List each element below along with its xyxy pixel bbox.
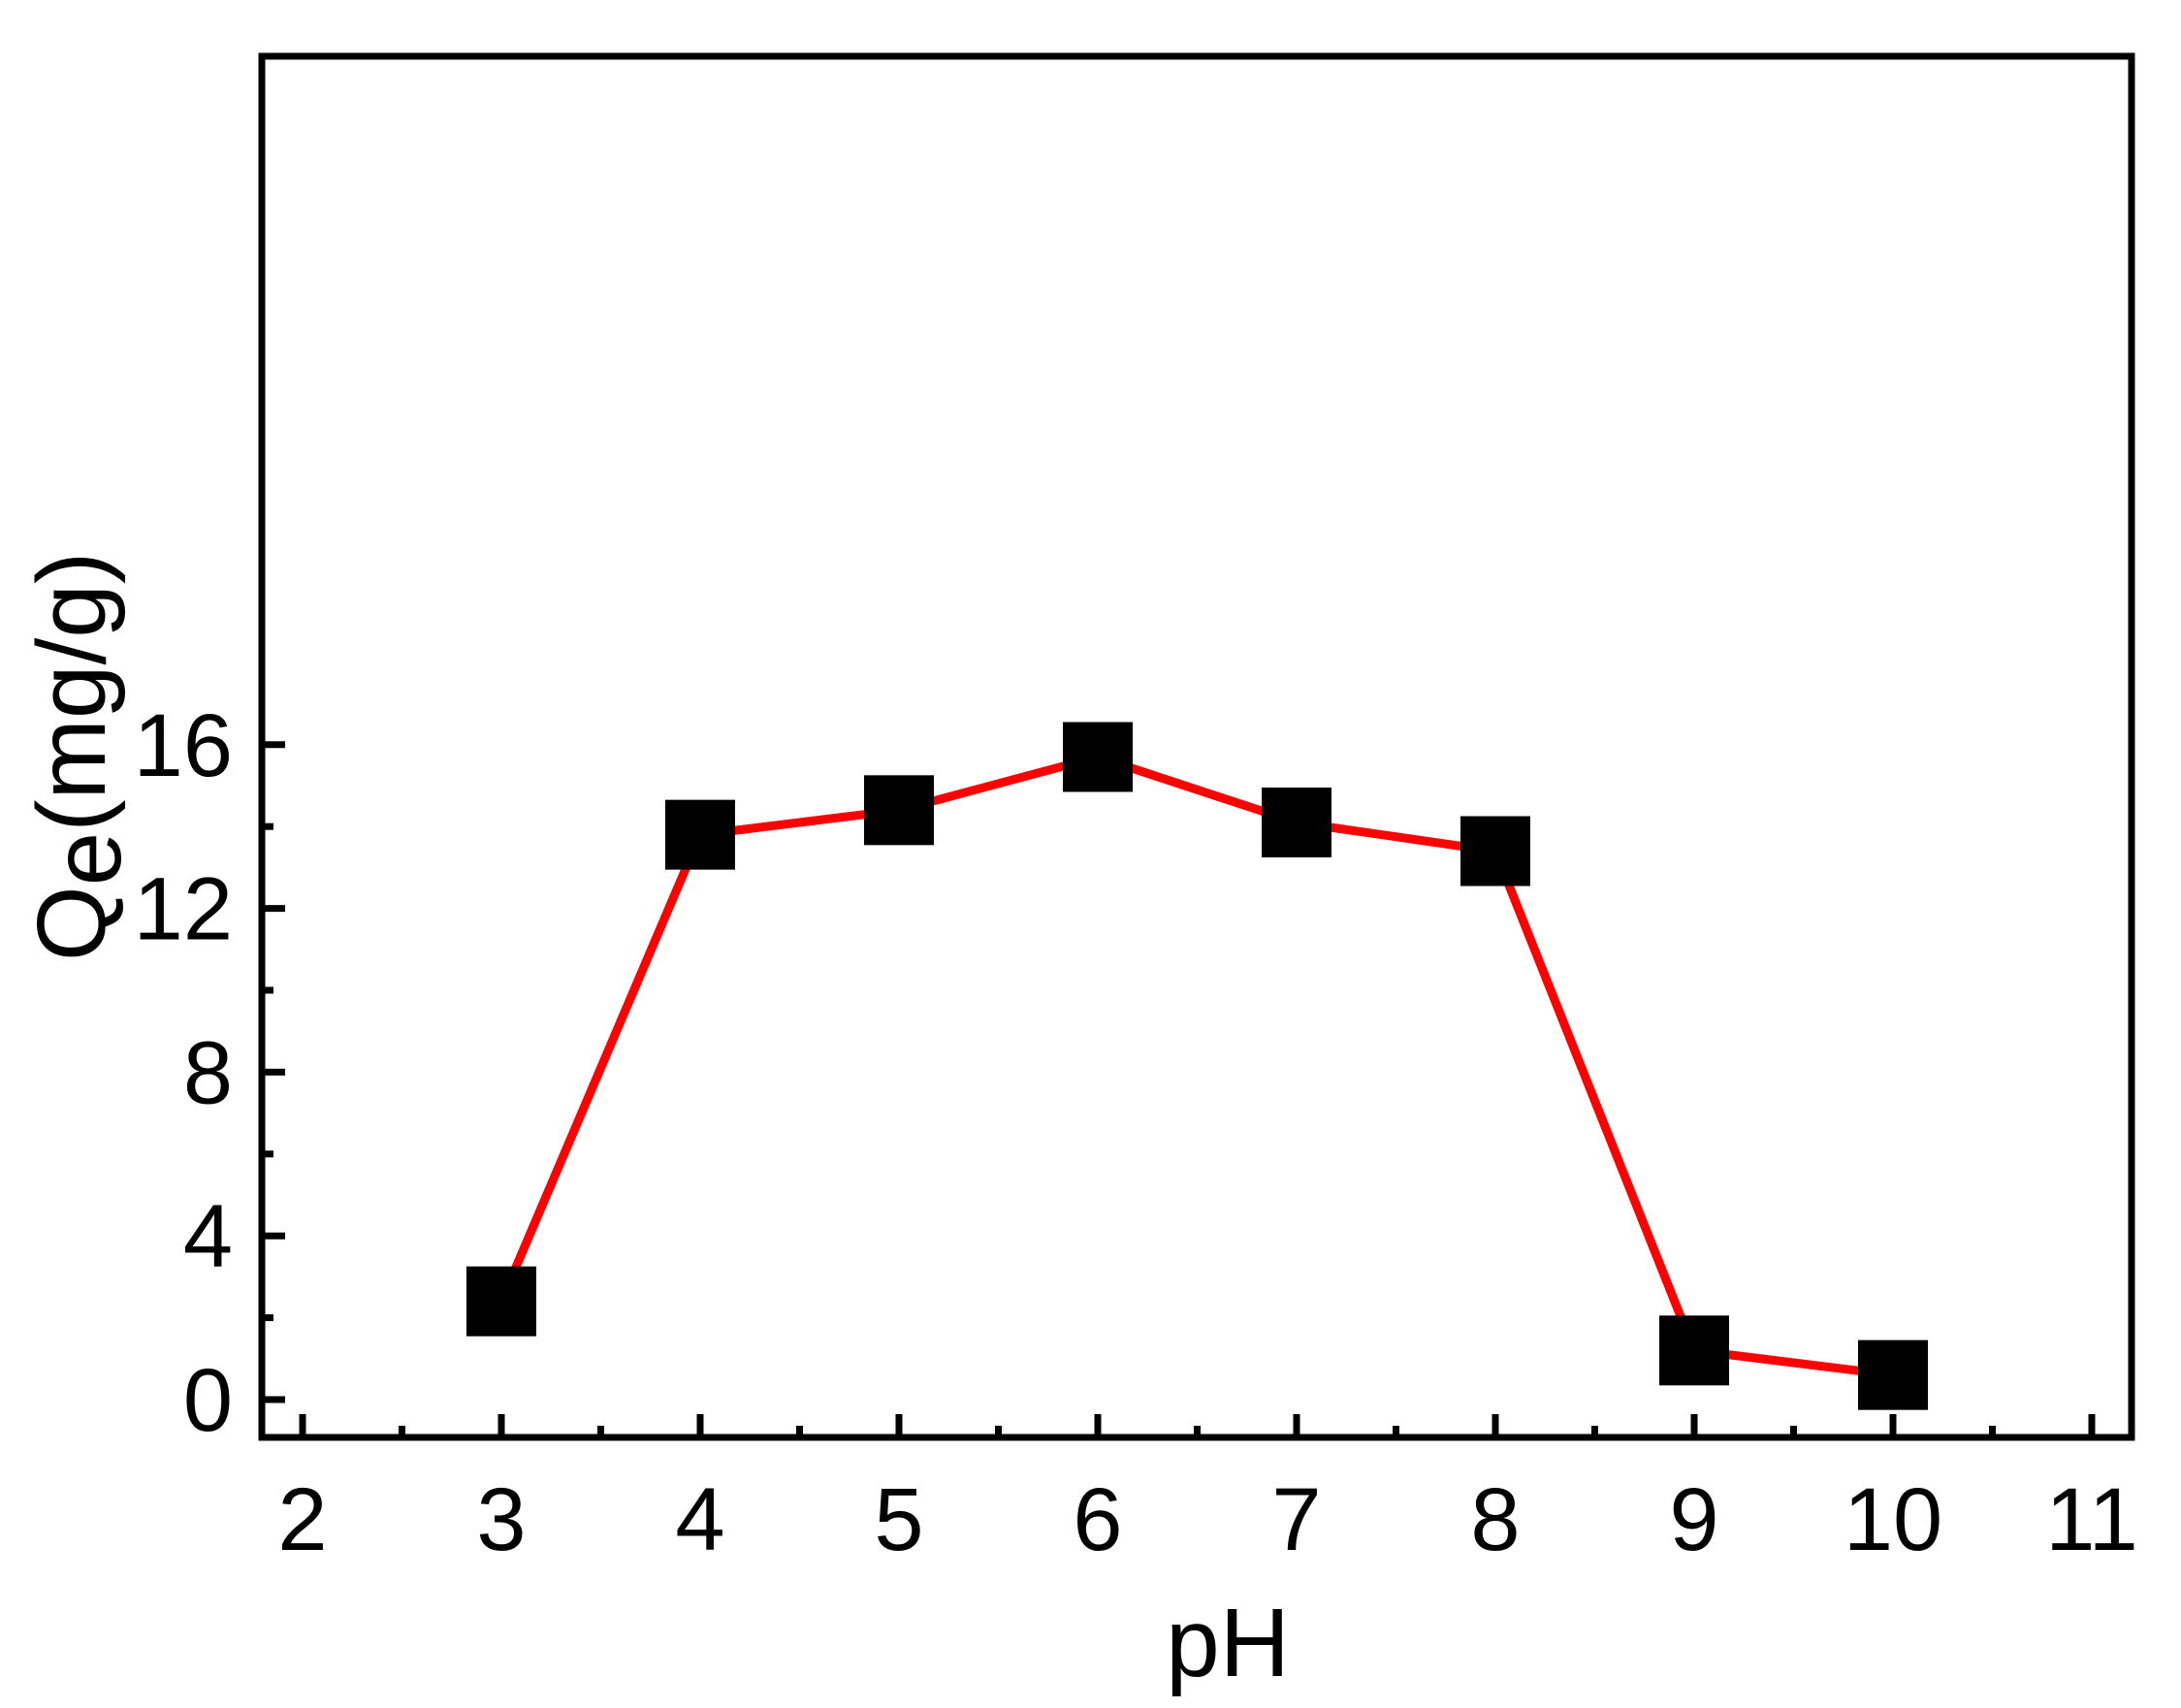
y-axis-title-main: Q <box>17 886 126 961</box>
y-axis-title-unit: (mg/g) <box>17 552 126 832</box>
ticks <box>262 741 2096 1437</box>
y-axis-title-subscript: e <box>33 832 142 886</box>
series-layer <box>466 722 1928 1410</box>
x-tick-label: 8 <box>1470 1470 1520 1569</box>
x-tick-label: 11 <box>2045 1470 2138 1569</box>
data-point-marker <box>466 1266 536 1337</box>
tick-labels: 2 3 4 5 6 7 8 9 10 11 0 4 8 12 16 <box>134 696 2138 1569</box>
data-point-marker <box>1460 816 1530 886</box>
data-point-marker <box>1659 1315 1729 1386</box>
data-point-marker <box>864 775 934 846</box>
data-point-marker <box>1858 1339 1928 1410</box>
svg-text:Qe(mg/g): Qe(mg/g) <box>17 552 142 961</box>
x-tick-label: 4 <box>675 1470 724 1569</box>
x-axis-title: pH <box>1166 1589 1290 1697</box>
y-axis-title: Qe(mg/g) <box>17 552 142 961</box>
x-tick-label: 7 <box>1271 1470 1321 1569</box>
y-tick-label: 8 <box>183 1023 233 1122</box>
data-point-marker <box>1262 787 1331 857</box>
x-tick-label: 9 <box>1669 1470 1718 1569</box>
x-tick-label: 6 <box>1073 1470 1122 1569</box>
x-tick-label: 3 <box>476 1470 526 1569</box>
data-point-marker <box>665 799 735 870</box>
x-tick-label: 5 <box>874 1470 923 1569</box>
y-tick-label: 16 <box>134 696 233 795</box>
plot-frame <box>258 52 2135 1441</box>
data-point-marker <box>1063 722 1133 792</box>
x-tick-label: 10 <box>1844 1470 1942 1569</box>
x-tick-label: 2 <box>277 1470 327 1569</box>
y-tick-label: 12 <box>134 860 233 959</box>
y-tick-label: 4 <box>183 1187 233 1286</box>
y-tick-label: 0 <box>183 1351 233 1450</box>
